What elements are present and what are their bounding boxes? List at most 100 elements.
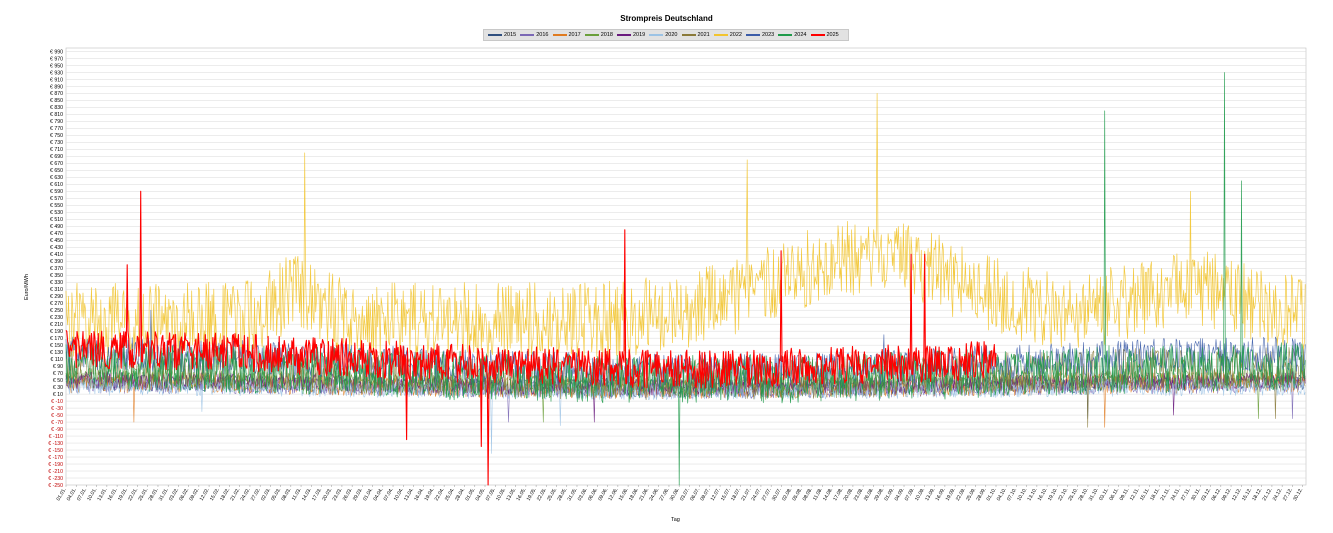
y-tick-label: € 90 [53,364,63,370]
legend-label: 2023 [762,32,775,38]
legend-item: 2018 [584,32,613,38]
y-tick-label: € 510 [50,217,63,223]
y-tick-label: € 170 [50,336,63,342]
y-tick-label: € -150 [48,448,63,454]
legend-label: 2018 [600,32,613,38]
y-tick-label: € -210 [48,469,63,475]
y-tick-label: € -190 [48,462,63,468]
y-tick-label: € 950 [50,63,63,69]
series-line-2020 [65,377,1306,454]
y-tick-label: € 250 [50,308,63,314]
y-tick-label: € 670 [50,161,63,167]
legend-swatch [552,34,567,36]
y-tick-label: € 470 [50,231,63,237]
legend-item: 2016 [520,32,549,38]
y-tick-label: € 130 [50,350,63,356]
y-tick-label: € 290 [50,294,63,300]
legend-swatch [584,34,599,36]
legend-swatch [488,34,502,36]
legend-swatch [810,34,825,36]
y-tick-label: € 610 [50,182,63,188]
y-tick-label: € 590 [50,189,63,195]
series-line-2025 [65,190,997,486]
legend-item: 2020 [649,32,678,38]
y-tick-label: € 930 [50,70,63,76]
y-tick-label: € 810 [50,112,63,118]
legend-label: 2016 [536,32,549,38]
legend-item: 2017 [552,32,581,38]
legend-label: 2025 [826,32,839,38]
legend-label: 2020 [665,32,678,38]
y-tick-label: € 570 [50,196,63,202]
legend-swatch [746,34,760,36]
series-line-2018 [65,367,1306,423]
y-tick-label: € 730 [50,140,63,146]
y-tick-label: € 70 [53,371,63,377]
y-tick-label: € 270 [50,301,63,307]
y-tick-label: € 910 [50,77,63,83]
y-tick-label: € 430 [50,245,63,251]
series-line-2019 [65,371,1306,423]
legend-label: 2022 [729,32,742,38]
y-tick-label: € -10 [51,399,63,405]
y-tick-label: € 790 [50,119,63,125]
legend-label: 2017 [568,32,581,38]
x-tick-label: 24.11. [1170,487,1182,502]
legend-swatch [617,34,631,36]
y-tick-label: € 970 [50,56,63,62]
legend-swatch [520,34,535,36]
x-tick-label: 30.11. [1190,487,1202,502]
y-tick-label: € 390 [50,259,63,265]
legend-item: 2025 [810,32,839,38]
y-tick-label: € 890 [50,84,63,90]
y-tick-label: € -90 [51,427,63,433]
y-tick-label: € 230 [50,315,63,321]
y-tick-label: € 870 [50,91,63,97]
y-tick-label: € -50 [51,413,63,419]
legend-swatch [778,34,793,36]
plot-area [65,47,1307,486]
x-tick-label: 21.11. [1160,487,1172,502]
legend-item: 2022 [713,32,742,38]
legend-label: 2015 [504,32,517,38]
x-axis-label: Tag [671,517,680,523]
y-tick-label: € 990 [50,49,63,55]
chart-title: Strompreis Deutschland [620,14,713,23]
y-tick-label: € 370 [50,266,63,272]
x-tick-label: 15.11. [1139,487,1151,502]
y-tick-label: € 330 [50,280,63,286]
y-tick-label: € 10 [53,392,63,398]
legend-swatch [713,34,728,36]
legend-item: 2019 [617,32,645,38]
legend-swatch [681,34,696,36]
y-tick-label: € -250 [48,483,63,489]
series-line-2022 [65,93,1306,359]
legend-swatch [649,34,664,36]
legend-item: 2023 [746,32,774,38]
chart-legend: 2015 2016 2017 2018 2019 2020 2021 2022 2023 2024… [483,29,849,41]
legend-label: 2021 [697,32,710,38]
legend-label: 2024 [794,32,807,38]
y-tick-label: € -30 [51,406,63,412]
y-tick-label: € 190 [50,329,63,335]
series-line-2024 [65,72,1306,486]
x-tick-label: 27.11. [1180,487,1192,502]
y-tick-label: € 210 [50,322,63,328]
y-tick-label: € -230 [48,476,63,482]
y-tick-label: € 30 [53,385,63,391]
y-tick-label: € 830 [50,105,63,111]
x-tick-label: 11.08. [812,487,824,502]
legend-label: 2019 [633,32,646,38]
x-tick-label: 11.03. [291,487,303,502]
legend-item: 2021 [681,32,710,38]
y-tick-label: € 690 [50,154,63,160]
x-tick-label: 12.11. [1129,487,1141,502]
x-tick-label: 03.11. [1098,487,1110,502]
x-tick-label: 09.11. [1119,487,1131,502]
y-tick-label: € 770 [50,126,63,132]
y-tick-label: € 650 [50,168,63,174]
y-tick-label: € 850 [50,98,63,104]
x-tick-label: 18.11. [1149,487,1161,502]
x-tick-label: 30.12. [1292,487,1304,502]
